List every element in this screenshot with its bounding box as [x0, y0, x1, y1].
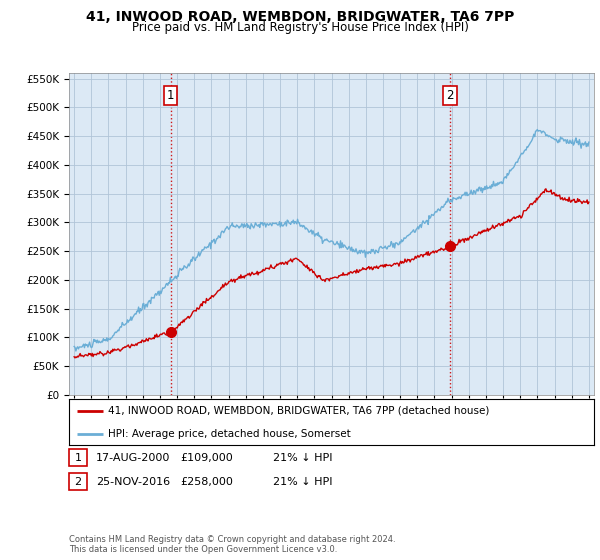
- Text: 41, INWOOD ROAD, WEMBDON, BRIDGWATER, TA6 7PP: 41, INWOOD ROAD, WEMBDON, BRIDGWATER, TA…: [86, 10, 514, 24]
- Text: £258,000: £258,000: [180, 477, 233, 487]
- Text: 21% ↓ HPI: 21% ↓ HPI: [273, 477, 332, 487]
- Text: 41, INWOOD ROAD, WEMBDON, BRIDGWATER, TA6 7PP (detached house): 41, INWOOD ROAD, WEMBDON, BRIDGWATER, TA…: [109, 406, 490, 416]
- Text: 2: 2: [74, 477, 82, 487]
- Text: 21% ↓ HPI: 21% ↓ HPI: [273, 452, 332, 463]
- Text: 25-NOV-2016: 25-NOV-2016: [96, 477, 170, 487]
- Text: 2: 2: [446, 89, 454, 102]
- Text: 17-AUG-2000: 17-AUG-2000: [96, 452, 170, 463]
- Text: 1: 1: [167, 89, 175, 102]
- Text: £109,000: £109,000: [180, 452, 233, 463]
- Text: Price paid vs. HM Land Registry's House Price Index (HPI): Price paid vs. HM Land Registry's House …: [131, 21, 469, 34]
- Text: 1: 1: [74, 452, 82, 463]
- Text: Contains HM Land Registry data © Crown copyright and database right 2024.
This d: Contains HM Land Registry data © Crown c…: [69, 535, 395, 554]
- Text: HPI: Average price, detached house, Somerset: HPI: Average price, detached house, Some…: [109, 429, 351, 438]
